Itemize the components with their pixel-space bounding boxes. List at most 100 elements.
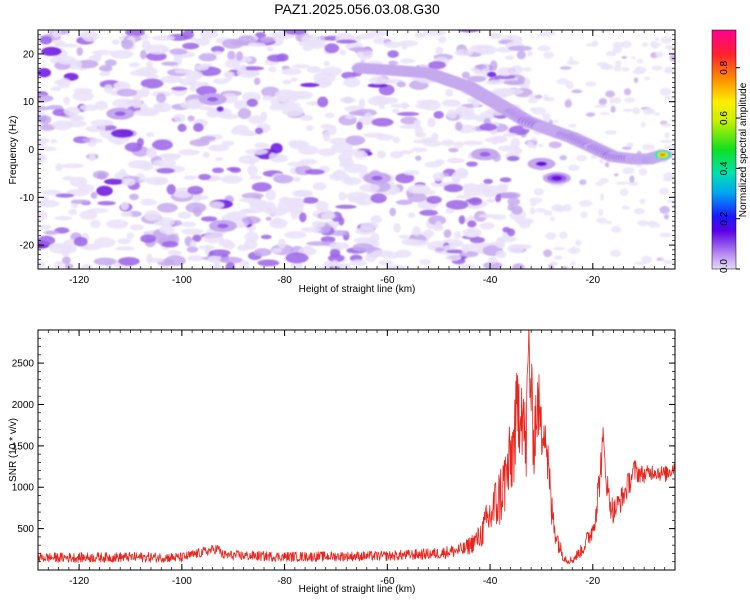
spectrogram-noise-blob — [128, 62, 140, 68]
spectrogram-noise-blob — [247, 42, 266, 47]
spectrogram-noise-blob — [512, 263, 525, 269]
spectrogram-noise-blob — [103, 178, 125, 185]
spectrogram-noise-blob — [411, 147, 428, 153]
spectrogram-noise-blob — [541, 113, 551, 119]
spectrogram-noise-blob — [301, 34, 321, 46]
spectrogram-noise-blob — [57, 43, 79, 48]
spectrogram-noise-blob — [313, 72, 337, 84]
spectrogram-noise-blob — [270, 142, 283, 154]
spectrogram-noise-blob — [198, 53, 217, 62]
spectrogram-noise-blob — [533, 188, 545, 196]
spectrogram-noise-blob — [389, 150, 404, 159]
spectrogram-noise-blob — [167, 249, 182, 256]
spectrogram-noise-blob — [98, 65, 113, 72]
spectrogram-noise-blob — [219, 256, 243, 264]
spectrogram-noise-blob — [202, 151, 210, 158]
spectrogram-noise-blob — [623, 97, 636, 103]
spectrogram-noise-blob — [222, 38, 244, 49]
spectrogram-noise-blob — [110, 49, 134, 59]
colorbar-tick-label: 0.2 — [719, 211, 730, 225]
spectrogram-noise-blob — [647, 220, 658, 225]
spectrogram-noise-blob — [605, 90, 616, 98]
spectrogram-noise-blob — [483, 261, 503, 269]
spectrogram-noise-blob — [427, 117, 436, 128]
spectrogram-noise-blob — [433, 111, 444, 119]
spectrogram-noise-blob — [338, 191, 347, 201]
spectrogram-noise-blob — [283, 30, 307, 35]
spectrogram-noise-blob — [520, 83, 530, 90]
spectrogram-noise-blob — [50, 138, 57, 144]
spectrogram-noise-blob — [559, 231, 568, 239]
spectrogram-noise-blob — [486, 71, 497, 78]
spectrogram-noise-blob — [145, 44, 170, 55]
spectrogram-noise-blob — [244, 148, 268, 155]
spectrogram-noise-blob — [564, 99, 572, 108]
snr-x-tick-label: -80 — [277, 576, 292, 587]
spectrogram-noise-blob — [358, 98, 366, 109]
spectrogram-noise-blob — [585, 81, 597, 87]
spectrogram-noise-blob — [111, 98, 135, 108]
snr-y-tick-label: 2000 — [12, 400, 35, 411]
spectrogram-noise-blob — [600, 30, 615, 33]
spectrogram-noise-blob — [622, 108, 633, 113]
spectrogram-noise-blob — [478, 213, 499, 219]
spectrogram-noise-blob — [612, 45, 623, 54]
spectrogram-noise-blob — [549, 216, 556, 222]
spectrogram-noise-blob — [653, 112, 661, 116]
spectrogram-noise-blob — [72, 90, 94, 102]
spectrogram-noise-blob — [141, 39, 151, 51]
spectrogram-noise-blob — [300, 115, 314, 122]
spectrogram-noise-blob — [260, 111, 268, 122]
spectrogram-noise-blob — [480, 200, 488, 208]
spectrogram-noise-blob — [552, 246, 565, 251]
spectrogram-noise-blob — [212, 167, 224, 174]
spectrogram-noise-blob — [156, 167, 175, 174]
spectrogram-x-tick-label: -120 — [69, 275, 89, 286]
spectrogram-noise-blob — [399, 124, 421, 130]
spectrogram-noise-blob — [507, 244, 525, 254]
spectrogram-noise-blob — [221, 140, 235, 147]
spectrogram-noise-blob — [69, 176, 88, 188]
spectrogram-noise-blob — [370, 193, 387, 204]
spectrogram-noise-blob — [291, 64, 310, 69]
spectrogram-noise-blob — [290, 261, 304, 269]
spectrogram-noise-blob — [284, 231, 307, 239]
spectrogram-noise-blob — [282, 79, 292, 85]
spectrogram-noise-blob — [91, 49, 115, 56]
spectrogram-noise-blob — [502, 226, 511, 233]
spectrogram-noise-blob — [57, 78, 71, 89]
spectrogram-noise-blob — [445, 199, 469, 210]
spectrogram-noise-blob — [55, 193, 75, 198]
spectrogram-noise-blob — [659, 205, 670, 214]
spectrogram-noise-blob — [187, 185, 204, 195]
spectrogram-noise-blob — [103, 84, 113, 94]
spectrogram-blob — [207, 96, 219, 102]
spectrogram-noise-blob — [125, 30, 145, 37]
spectrogram-noise-blob — [666, 199, 675, 204]
spectrogram-noise-blob — [554, 255, 563, 260]
spectrogram-noise-blob — [104, 59, 117, 67]
spectrogram-noise-blob — [599, 158, 604, 164]
spectrogram-noise-blob — [253, 248, 272, 257]
spectrogram-noise-blob — [48, 243, 70, 249]
spectrogram-noise-blob — [161, 61, 179, 66]
spectrogram-noise-blob — [660, 122, 672, 127]
spectrogram-y-tick-label: 0 — [28, 145, 34, 156]
spectrogram-noise-blob — [169, 48, 188, 55]
spectrogram-y-tick-label: 10 — [23, 97, 35, 108]
spectrogram-noise-blob — [224, 59, 241, 69]
spectrogram-noise-blob — [120, 211, 133, 218]
spectrogram-noise-blob — [585, 42, 598, 47]
spectrogram-noise-blob — [392, 136, 401, 144]
spectrogram-noise-blob — [209, 201, 225, 209]
spectrogram-noise-blob — [244, 71, 261, 77]
spectrogram-noise-blob — [397, 40, 419, 47]
spectrogram-noise-blob — [526, 141, 534, 149]
spectrogram-noise-blob — [670, 160, 675, 166]
spectrogram-noise-blob — [293, 140, 309, 148]
spectrogram-noise-blob — [556, 78, 570, 85]
spectrogram-noise-blob — [222, 241, 236, 250]
spectrogram-noise-blob — [304, 168, 325, 175]
spectrogram-noise-blob — [601, 64, 613, 69]
spectrogram-noise-blob — [131, 97, 142, 109]
